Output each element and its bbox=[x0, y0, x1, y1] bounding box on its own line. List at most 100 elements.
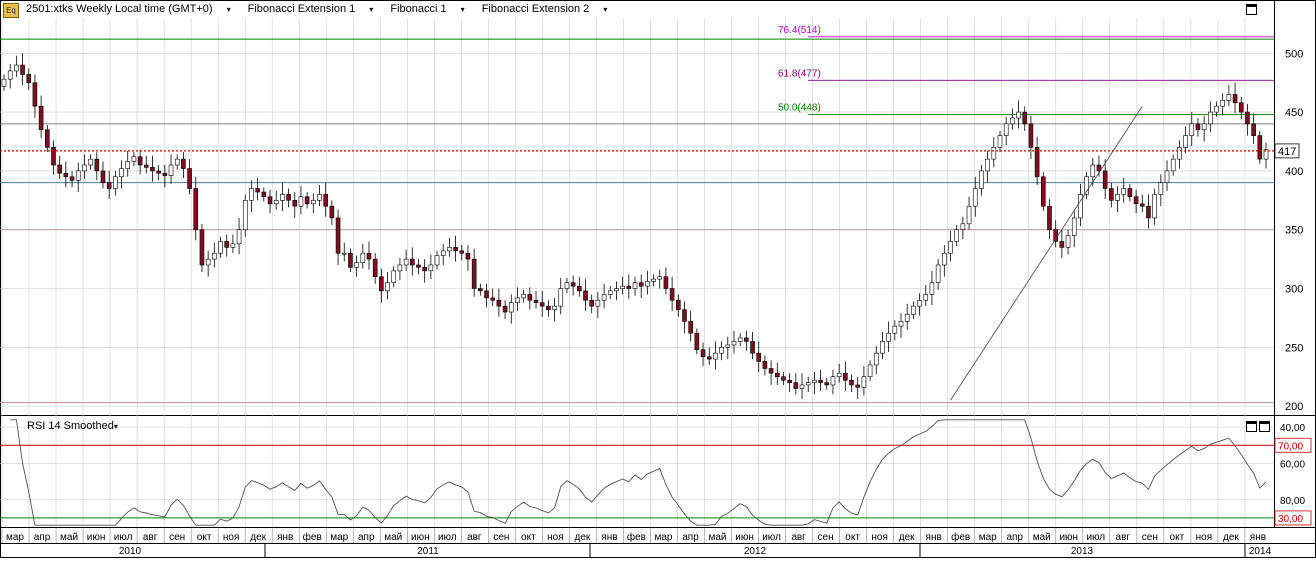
candle-body bbox=[737, 337, 743, 342]
candle-body bbox=[218, 241, 223, 254]
month-tick-label: ноя bbox=[1196, 532, 1213, 543]
candle-body bbox=[162, 172, 168, 176]
candle-body bbox=[954, 229, 959, 242]
candle-body bbox=[323, 194, 328, 207]
candle-body bbox=[867, 364, 873, 378]
candle-body bbox=[886, 332, 891, 342]
candle-body bbox=[774, 372, 780, 378]
dropdown-arrow-icon[interactable]: ▾ bbox=[369, 5, 374, 14]
candle-body bbox=[805, 382, 811, 386]
rsi-series-line bbox=[10, 419, 1267, 526]
candle-body bbox=[292, 199, 298, 207]
equity-logo-icon[interactable]: Eq bbox=[3, 3, 19, 18]
candle-body bbox=[1059, 241, 1065, 248]
candle-body bbox=[1065, 235, 1071, 248]
candle-body bbox=[1251, 123, 1256, 136]
candle-body bbox=[719, 347, 724, 354]
candle-body bbox=[1109, 188, 1114, 201]
candle-body bbox=[1102, 170, 1108, 189]
candle-body bbox=[521, 294, 526, 299]
dropdown-arrow-icon[interactable]: ▾ bbox=[603, 5, 608, 14]
candle-body bbox=[966, 205, 972, 225]
candle-body bbox=[1226, 94, 1232, 101]
candle-body bbox=[366, 252, 372, 260]
dropdown-arrow-icon[interactable]: ▾ bbox=[226, 5, 231, 14]
year-tick-label: 2010 bbox=[119, 546, 142, 557]
candle-body bbox=[527, 294, 533, 301]
candle-body bbox=[440, 250, 446, 256]
study-fib-1[interactable]: Fibonacci 1 bbox=[390, 3, 447, 15]
rsi-oversold-box bbox=[1274, 510, 1312, 526]
price-tick-label: 200 bbox=[1285, 401, 1303, 413]
candle-body bbox=[502, 305, 508, 313]
candle-body bbox=[131, 156, 137, 162]
candle-body bbox=[82, 164, 87, 172]
candle-body bbox=[577, 285, 582, 292]
candle-body bbox=[88, 158, 93, 166]
maximize-panel-icon[interactable] bbox=[1246, 4, 1257, 15]
rsi-panel-label[interactable]: RSI 14 Smoothed▾ bbox=[27, 420, 118, 432]
study-fib-ext-2[interactable]: Fibonacci Extension 2 bbox=[481, 3, 590, 15]
candle-body bbox=[663, 276, 669, 289]
month-tick-label: фев bbox=[951, 531, 970, 543]
candle-body bbox=[1232, 94, 1238, 103]
candle-body bbox=[657, 276, 663, 280]
candle-body bbox=[465, 252, 471, 260]
candle-body bbox=[744, 337, 749, 342]
candle-body bbox=[490, 297, 496, 301]
candle-body bbox=[589, 299, 594, 307]
candle-body bbox=[843, 372, 848, 381]
candle-body bbox=[1195, 123, 1201, 131]
candle-body bbox=[261, 191, 267, 198]
month-tick-label: янв bbox=[277, 532, 293, 543]
candle-body bbox=[298, 196, 304, 207]
candle-body bbox=[1, 78, 7, 87]
candle-body bbox=[385, 282, 390, 292]
candle-body bbox=[255, 188, 260, 193]
candle-body bbox=[564, 282, 570, 289]
candle-body bbox=[985, 158, 990, 172]
symbol-title[interactable]: 2501:xtks Weekly Local time (GMT+0) bbox=[26, 3, 213, 15]
candle-body bbox=[595, 299, 601, 307]
month-tick-label: июл bbox=[438, 532, 457, 543]
candle-body bbox=[898, 321, 904, 327]
maximize-rsi-panel-icon[interactable] bbox=[1246, 421, 1257, 432]
candle-body bbox=[570, 282, 576, 287]
candle-body bbox=[156, 170, 161, 174]
month-tick-label: мар bbox=[6, 532, 24, 543]
last-price-label: 417 bbox=[1278, 146, 1296, 158]
close-rsi-panel-icon[interactable] bbox=[1259, 421, 1270, 432]
rsi-oversold-label: 30,00 bbox=[1278, 514, 1303, 525]
candle-body bbox=[38, 105, 44, 131]
candle-body bbox=[948, 241, 953, 254]
candle-body bbox=[348, 252, 353, 268]
dropdown-arrow-icon[interactable]: ▾ bbox=[113, 422, 118, 431]
candle-body bbox=[1177, 147, 1182, 160]
candle-body bbox=[626, 285, 632, 289]
candle-body bbox=[26, 74, 32, 83]
month-tick-label: сен bbox=[818, 532, 834, 543]
price-tick-label: 500 bbox=[1285, 48, 1303, 60]
candle-body bbox=[756, 352, 762, 362]
dropdown-arrow-icon[interactable]: ▾ bbox=[460, 5, 465, 14]
candle-body bbox=[997, 135, 1003, 148]
study-fib-ext-1[interactable]: Fibonacci Extension 1 bbox=[247, 3, 356, 15]
candle-body bbox=[1084, 176, 1089, 195]
candle-body bbox=[1016, 111, 1021, 119]
candle-body bbox=[329, 205, 335, 219]
candle-body bbox=[688, 321, 693, 334]
candle-body bbox=[1257, 135, 1263, 160]
candle-body bbox=[1022, 111, 1028, 125]
candle-body bbox=[539, 302, 545, 307]
candle-body bbox=[929, 282, 935, 295]
month-tick-label: июн bbox=[87, 532, 106, 543]
candle-body bbox=[818, 379, 823, 383]
month-tick-label: дек bbox=[250, 532, 266, 543]
candle-body bbox=[1158, 182, 1164, 195]
candle-body bbox=[830, 376, 836, 386]
candle-body bbox=[193, 188, 199, 231]
month-tick-label: сен bbox=[169, 532, 185, 543]
month-tick-label: ноя bbox=[871, 532, 888, 543]
candle-body bbox=[682, 309, 687, 322]
candle-body bbox=[57, 164, 62, 174]
